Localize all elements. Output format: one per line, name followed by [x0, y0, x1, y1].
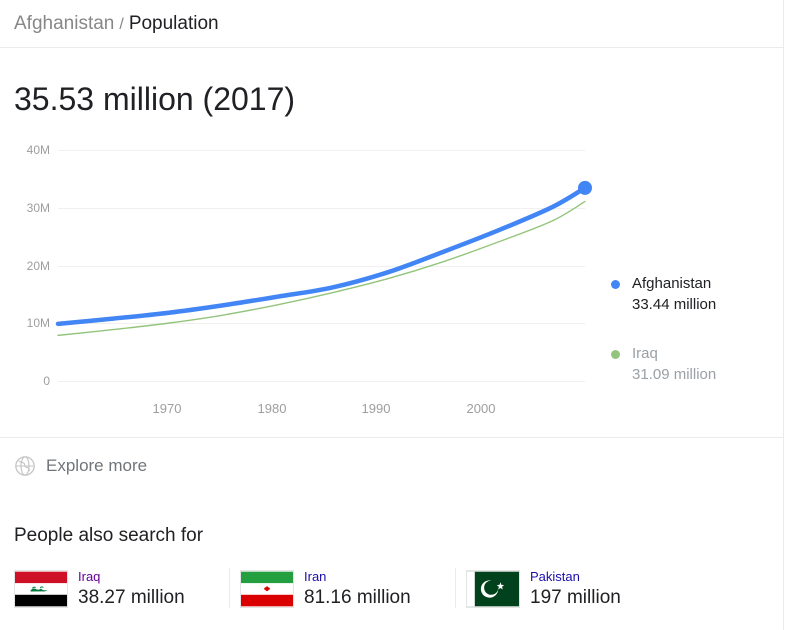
pasf-item-iran[interactable]: Iran 81.16 million [240, 568, 455, 610]
pasf-item-name[interactable]: Pakistan [530, 569, 580, 584]
pasf-text-pakistan: Pakistan 197 million [530, 568, 621, 610]
series-endpoint-marker-afghanistan[interactable] [578, 180, 592, 195]
flag-iran-icon [240, 570, 294, 608]
gridline [58, 323, 585, 325]
gridline [58, 207, 585, 209]
legend-item-iraq[interactable]: Iraq 31.09 million [608, 343, 778, 385]
pasf-separator [229, 568, 230, 608]
pasf-item-value: 197 million [530, 587, 621, 608]
x-axis-tick-label: 1980 [257, 401, 287, 416]
divider-top [0, 47, 784, 48]
series-line-iraq [57, 200, 586, 337]
legend-dot-icon [611, 280, 620, 289]
breadcrumb: Afghanistan / Population [14, 10, 219, 39]
y-axis-tick-label: 10M [26, 316, 50, 331]
y-axis-tick-label: 20M [26, 258, 50, 273]
divider-explore [0, 437, 784, 438]
x-axis-tick-label: 2000 [466, 401, 496, 416]
explore-more-button[interactable]: Explore more [14, 452, 147, 480]
gridline [58, 381, 585, 382]
breadcrumb-root[interactable]: Afghanistan [14, 13, 115, 34]
gridline [58, 150, 585, 151]
legend-item-name: Afghanistan [632, 275, 712, 292]
chart-series-layer [55, 180, 592, 337]
pasf-item-name[interactable]: Iran [304, 569, 327, 584]
legend-item-afghanistan[interactable]: Afghanistan 33.44 million [608, 273, 778, 315]
y-axis-tick-label: 30M [26, 200, 50, 215]
pasf-text-iran: Iran 81.16 million [304, 568, 411, 610]
legend-item-value: 31.09 million [632, 366, 717, 383]
breadcrumb-separator: / [119, 16, 124, 33]
pasf-item-iraq[interactable]: Iraq 38.27 million [14, 568, 229, 610]
pasf-item-value: 38.27 million [78, 587, 185, 608]
population-chart: 40M 30M 20M 10M 0 1970 1980 1990 2000 Af… [0, 135, 784, 420]
legend-dot-icon [611, 350, 620, 359]
y-axis-tick-label: 0 [43, 374, 50, 388]
legend-item-value: 33.44 million [632, 296, 717, 313]
x-axis-tick-label: 1970 [152, 401, 182, 416]
globe-icon [15, 456, 35, 476]
legend-item-name: Iraq [632, 345, 658, 362]
series-line-afghanistan [55, 185, 588, 327]
pasf-separator [455, 568, 456, 608]
explore-more-label: Explore more [46, 456, 148, 475]
gridline [58, 265, 585, 267]
pasf-text-iraq: Iraq 38.27 million [78, 568, 185, 610]
flag-pakistan-icon [466, 570, 520, 608]
pasf-item-pakistan[interactable]: Pakistan 197 million [466, 568, 681, 610]
flag-iraq-icon [14, 570, 68, 608]
y-axis-tick-label: 40M [26, 143, 50, 157]
people-also-search-for-list: Iraq 38.27 million Iran 81.16 million [14, 568, 681, 610]
x-axis-tick-label: 1990 [361, 401, 391, 416]
people-also-search-for-title: People also search for [14, 525, 204, 546]
pasf-item-name[interactable]: Iraq [78, 569, 101, 584]
page-title: 35.53 million (2017) [14, 81, 296, 117]
breadcrumb-leaf: Population [128, 13, 219, 34]
chart-plot-area: 40M 30M 20M 10M 0 1970 1980 1990 2000 [27, 144, 592, 416]
pasf-item-value: 81.16 million [304, 587, 411, 608]
chart-legend: Afghanistan 33.44 million Iraq 31.09 mil… [608, 273, 778, 413]
